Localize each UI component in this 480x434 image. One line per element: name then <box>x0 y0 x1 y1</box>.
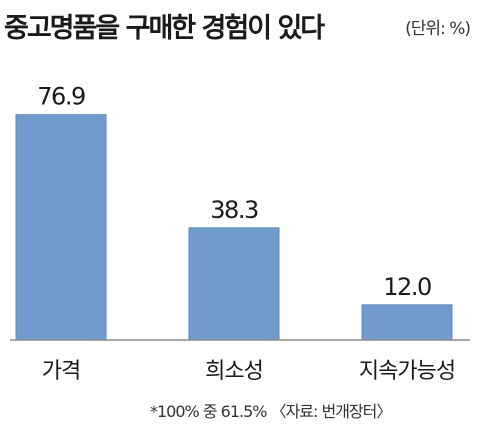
footnote: *100% 중 61.5% 〈자료: 번개장터〉 <box>150 398 393 422</box>
category-labels-group: 가격 희소성 지속가능성 <box>42 359 456 384</box>
bar-2 <box>188 227 280 341</box>
category-label-3: 지속가능성 <box>359 359 455 384</box>
category-label-1: 가격 <box>42 359 80 384</box>
value-label-3: 12.0 <box>383 273 431 301</box>
bars-group <box>15 114 453 341</box>
unit-label: (단위: %) <box>405 19 471 39</box>
chart-title: 중고명품을 구매한 경험이 있다 <box>4 13 325 44</box>
footnote-text: *100% 중 61.5% <box>150 402 267 421</box>
bar-1 <box>15 114 107 341</box>
value-labels-group: 76.9 38.3 12.0 <box>37 83 432 301</box>
value-label-1: 76.9 <box>37 83 85 111</box>
value-label-2: 38.3 <box>210 196 258 224</box>
bar-3 <box>361 304 453 341</box>
category-label-2: 희소성 <box>205 359 263 384</box>
source-text: 〈자료: 번개장터〉 <box>270 402 393 421</box>
